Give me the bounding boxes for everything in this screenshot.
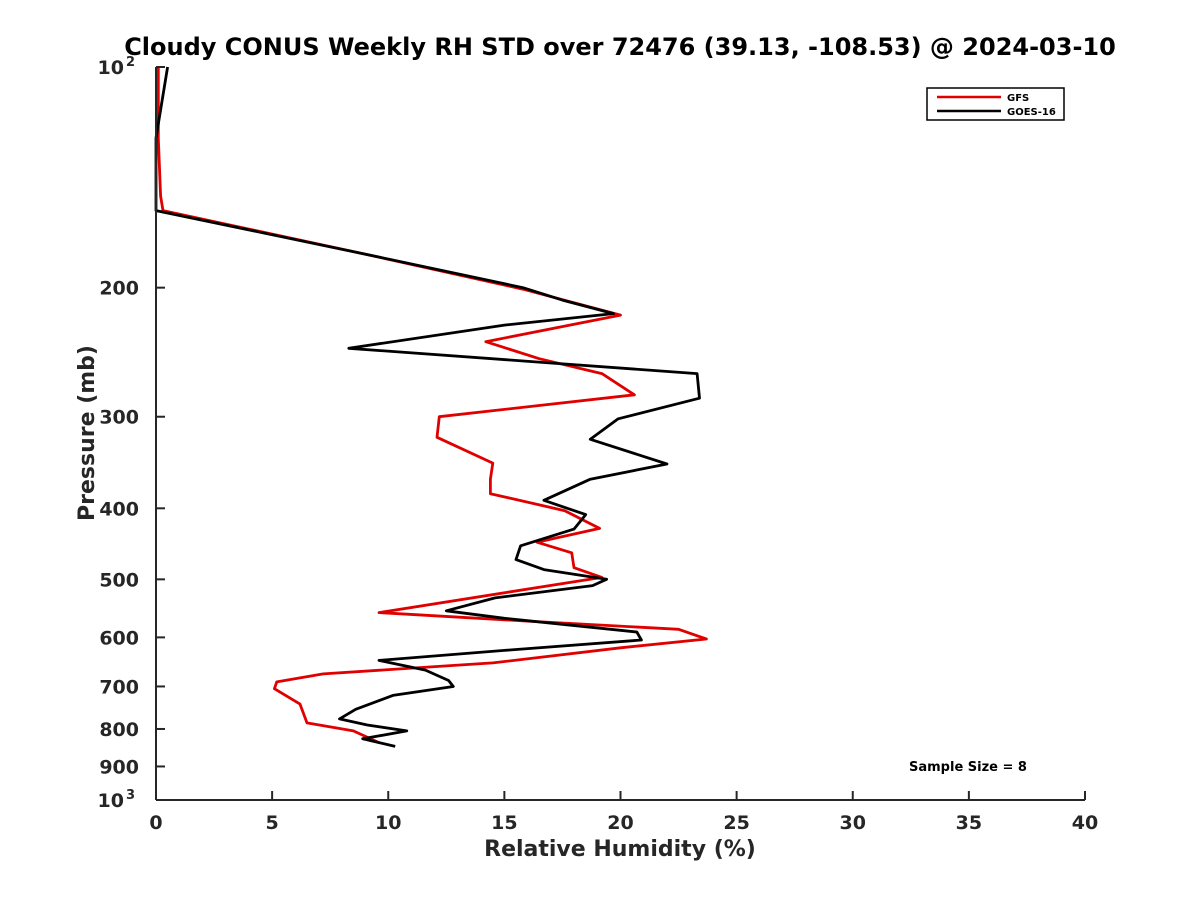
- x-tick-label: 40: [1072, 812, 1098, 834]
- y-tick-label: 700: [99, 676, 139, 698]
- y-tick-label: 600: [99, 627, 139, 649]
- y-tick-label: 10: [98, 790, 124, 812]
- y-axis-label: Pressure (mb): [75, 345, 100, 521]
- x-tick-label: 30: [840, 812, 866, 834]
- x-tick-label: 35: [956, 812, 982, 834]
- y-tick-label: 400: [99, 498, 139, 520]
- legend-box: [926, 87, 1065, 121]
- y-tick-label-exponent: 3: [126, 788, 135, 803]
- x-tick-label: 5: [266, 812, 279, 834]
- y-tick-label-exponent: 2: [126, 55, 135, 70]
- chart-title: Cloudy CONUS Weekly RH STD over 72476 (3…: [124, 33, 1116, 61]
- series-layer: [154, 66, 708, 748]
- x-tick-label: 25: [723, 812, 749, 834]
- y-tick-label: 900: [99, 756, 139, 778]
- x-tick-label: 0: [149, 812, 162, 834]
- x-tick-label: 20: [607, 812, 633, 834]
- series-line-goes-16: [154, 66, 701, 748]
- y-tick-label: 10: [98, 57, 124, 79]
- x-tick-label: 10: [375, 812, 401, 834]
- x-axis-ticks: 0 5 10 15 20 25 30 35 40: [149, 791, 1098, 834]
- y-tick-label: 500: [99, 569, 139, 591]
- sample-size-annotation: Sample Size = 8: [909, 760, 1027, 775]
- y-tick-label: 800: [99, 719, 139, 741]
- legend-label-goes-16: GOES-16: [1007, 107, 1056, 118]
- legend-label-gfs: GFS: [1007, 93, 1029, 104]
- y-tick-label: 200: [99, 278, 139, 300]
- plot-area: 0 5 10 15 20 25 30 35 40 10 220030040050060070080…: [98, 55, 1099, 834]
- y-tick-label: 300: [99, 407, 139, 429]
- x-axis-label: Relative Humidity (%): [484, 837, 756, 862]
- x-tick-label: 15: [491, 812, 517, 834]
- legend: GFS GOES-16: [926, 87, 1065, 121]
